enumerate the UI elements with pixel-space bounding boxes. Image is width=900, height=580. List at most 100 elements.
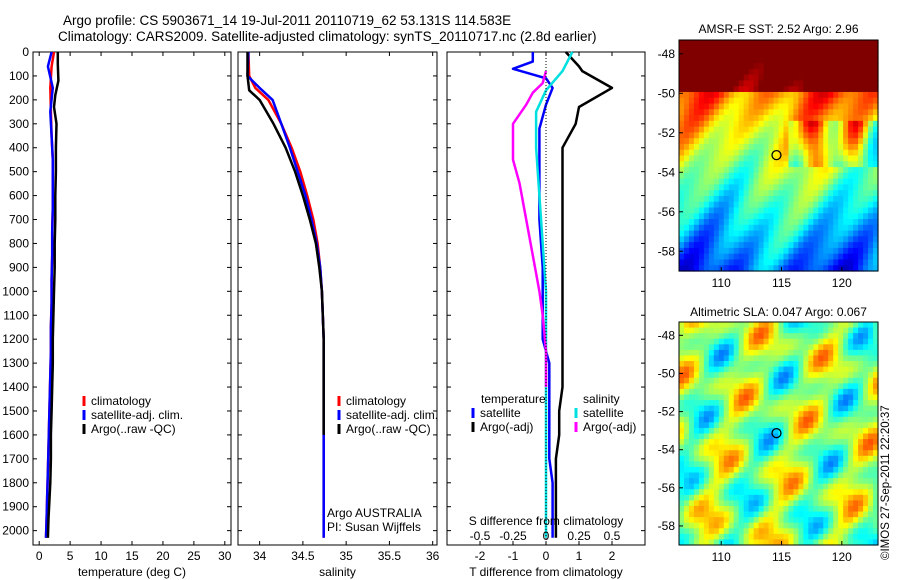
- heatmap-cell: [868, 109, 874, 116]
- heatmap-cell: [763, 394, 770, 401]
- heatmap-cell: [688, 155, 695, 162]
- y-tick-label: 1000: [2, 284, 29, 298]
- heatmap-cell: [768, 500, 775, 507]
- heatmap-cell: [683, 167, 690, 174]
- heatmap-cell: [733, 207, 740, 214]
- y-tick-label: 1800: [2, 476, 29, 490]
- heatmap-cell: [848, 483, 854, 490]
- heatmap-cell: [768, 522, 775, 529]
- heatmap-cell: [868, 195, 874, 203]
- heatmap-cell: [738, 433, 745, 440]
- heatmap-cell: [843, 265, 849, 272]
- heatmap-cell: [868, 522, 874, 529]
- heatmap-cell: [763, 427, 770, 435]
- heatmap-cell: [803, 505, 809, 513]
- heatmap-cell: [803, 383, 809, 390]
- heatmap-cell: [818, 63, 824, 70]
- heatmap-cell: [808, 522, 814, 529]
- heatmap-cell: [758, 167, 765, 174]
- x-tick-label: 0: [543, 549, 550, 563]
- heatmap-cell: [718, 207, 725, 214]
- heatmap-cell: [718, 494, 725, 501]
- heatmap-cell: [738, 236, 745, 243]
- heatmap-cell: [758, 184, 765, 191]
- heatmap-cell: [798, 388, 804, 396]
- heatmap-cell: [848, 539, 854, 546]
- heatmap-cell: [743, 511, 750, 518]
- heatmap-cell: [793, 230, 799, 237]
- heatmap-cell: [803, 236, 809, 243]
- heatmap-cell: [838, 219, 844, 226]
- heatmap-cell: [798, 68, 804, 76]
- heatmap-cell: [679, 126, 685, 134]
- heatmap-cell: [688, 400, 695, 407]
- heatmap-cell: [763, 450, 770, 457]
- heatmap-cell: [698, 149, 705, 157]
- heatmap-cell: [813, 411, 819, 418]
- heatmap-cell: [688, 372, 695, 379]
- heatmap-cell: [728, 184, 735, 191]
- heatmap-cell: [723, 74, 730, 82]
- heatmap-cell: [838, 338, 844, 345]
- heatmap-cell: [873, 155, 879, 162]
- heatmap-cell: [818, 178, 824, 185]
- heatmap-cell: [843, 172, 849, 180]
- heatmap-cell: [683, 207, 690, 214]
- heatmap-cell: [828, 338, 834, 345]
- heatmap-cell: [703, 143, 710, 151]
- heatmap-cell: [679, 63, 685, 70]
- heatmap-cell: [823, 528, 829, 535]
- heatmap-cell: [738, 253, 745, 261]
- heatmap-cell: [798, 478, 804, 485]
- heatmap-cell: [703, 161, 710, 168]
- heatmap-cell: [713, 45, 720, 53]
- heatmap-cell: [793, 405, 799, 412]
- heatmap-cell: [843, 190, 849, 197]
- heatmap-cell: [858, 427, 864, 435]
- map-title: Altimetric SLA: 0.047 Argo: 0.067: [690, 305, 867, 319]
- x-top-tick-label: -0.5: [470, 529, 491, 543]
- heatmap-cell: [783, 74, 790, 82]
- heatmap-cell: [858, 120, 864, 128]
- heatmap-cell: [818, 207, 824, 214]
- heatmap-cell: [793, 115, 799, 122]
- heatmap-cell: [863, 195, 869, 203]
- heatmap-cell: [773, 40, 780, 47]
- heatmap-cell: [848, 40, 854, 47]
- heatmap-cell: [748, 377, 755, 384]
- heatmap-cell: [743, 366, 750, 373]
- heatmap-cell: [828, 372, 834, 379]
- heatmap-cell: [748, 103, 755, 110]
- heatmap-cell: [808, 138, 814, 145]
- heatmap-cell: [868, 377, 874, 384]
- heatmap-cell: [713, 265, 720, 272]
- heatmap-cell: [738, 80, 745, 87]
- heatmap-cell: [703, 86, 710, 93]
- heatmap-cell: [853, 400, 859, 407]
- heatmap-cell: [693, 45, 700, 53]
- heatmap-cell: [768, 450, 775, 457]
- map-y-tick-label: -54: [658, 443, 676, 457]
- heatmap-cell: [679, 242, 685, 249]
- heatmap-cell: [783, 394, 790, 401]
- heatmap-cell: [748, 184, 755, 191]
- heatmap-cell: [733, 115, 740, 122]
- heatmap-cell: [708, 466, 715, 474]
- heatmap-cell: [858, 416, 864, 423]
- heatmap-cell: [733, 138, 740, 145]
- heatmap-cell: [748, 500, 755, 507]
- heatmap-cell: [818, 422, 824, 429]
- heatmap-cell: [698, 444, 705, 451]
- heatmap-cell: [728, 219, 735, 226]
- heatmap-cell: [838, 333, 844, 340]
- heatmap-cell: [793, 349, 799, 357]
- heatmap-cell: [788, 201, 795, 209]
- heatmap-cell: [713, 489, 720, 496]
- heatmap-cell: [688, 427, 695, 435]
- heatmap-cell: [818, 461, 824, 468]
- heatmap-cell: [783, 63, 790, 70]
- heatmap-cell: [858, 74, 864, 82]
- heatmap-cell: [798, 120, 804, 128]
- heatmap-cell: [728, 120, 735, 128]
- heatmap-cell: [713, 461, 720, 468]
